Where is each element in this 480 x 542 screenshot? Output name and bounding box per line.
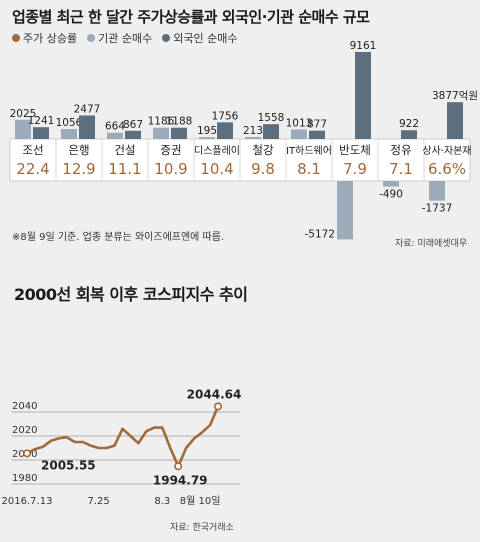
legend-label: 주가 상승률 <box>23 32 78 45</box>
bar-foreign <box>125 130 141 139</box>
category-label: 디스플레이 <box>194 145 240 157</box>
rate-label: 6.6% <box>428 160 466 178</box>
x-tick-label: 2016.7.13 <box>2 496 53 507</box>
bar-inst <box>61 128 77 139</box>
rate-label: 10.9 <box>154 160 187 178</box>
legend-item-rate: 주가 상승률 <box>12 30 77 46</box>
category-label: 상사·자본재 <box>422 145 471 157</box>
kospi-line <box>26 405 220 468</box>
bar-value-label: 1558 <box>258 112 285 124</box>
bar-inst <box>15 119 31 139</box>
rate-label: 7.9 <box>343 160 367 178</box>
rate-label: 7.1 <box>389 160 413 178</box>
legend-label: 기관 순매수 <box>98 32 153 45</box>
y-tick-label: 1980 <box>12 473 37 484</box>
bar-value-label: 195 <box>197 125 217 137</box>
bar-inst <box>337 181 353 240</box>
bar-value-label: 1186 <box>148 116 175 128</box>
category-label: 정유 <box>390 143 411 157</box>
bar-value-label: 867 <box>123 119 143 131</box>
bar-foreign <box>309 130 325 139</box>
rate-label: 11.1 <box>108 160 141 178</box>
legend-swatch <box>12 34 20 42</box>
chart2-source: 자료: 한국거래소 <box>170 523 234 533</box>
data-point-marker <box>174 462 183 471</box>
legend-swatch <box>162 34 171 42</box>
rate-label: 22.4 <box>16 160 49 178</box>
bar-value-label: 1188 <box>166 116 193 128</box>
bar-foreign <box>355 51 371 139</box>
chart1-title: 업종별 최근 한 달간 주가상승률과 외국인·기관 순매수 규모 <box>12 8 370 26</box>
bar-inst <box>153 127 169 139</box>
legend-item-foreign: 외국인 순매수 <box>162 30 237 46</box>
bar-foreign <box>447 102 463 139</box>
bar-value-label: 1756 <box>212 110 239 122</box>
bar-inst <box>429 181 445 201</box>
chart1-note: ※8월 9일 기준. 업종 분류는 와이즈에프엔에 따름. <box>12 232 225 243</box>
category-label: 건설 <box>114 143 135 157</box>
bar-foreign <box>171 127 187 139</box>
data-point-marker <box>22 449 31 458</box>
category-label: IT하드웨어 <box>286 144 332 157</box>
bar-value-label: 213 <box>243 125 263 137</box>
bar-value-label: 1056 <box>56 117 83 129</box>
bar-foreign <box>401 130 417 139</box>
bar-inst <box>199 137 215 139</box>
x-tick-label: 8월 10일 <box>180 495 221 507</box>
rate-label: 9.8 <box>251 160 275 178</box>
legend-swatch <box>87 34 96 42</box>
bar-value-label: -5172 <box>304 228 335 240</box>
category-label: 증권 <box>160 143 181 157</box>
bar-value-label: 1013 <box>286 117 313 129</box>
annotation-label: 1994.79 <box>153 473 208 487</box>
bar-inst <box>383 181 399 187</box>
bar-value-label: 9161 <box>350 40 377 52</box>
category-label: 반도체 <box>339 143 371 157</box>
bar-value-label: 3877억원 <box>432 90 478 102</box>
rate-label: 12.9 <box>62 160 95 178</box>
bar-foreign <box>33 127 49 139</box>
bar-value-label: -490 <box>379 189 403 201</box>
x-tick-label: 7.25 <box>87 496 109 507</box>
bar-inst <box>245 136 261 139</box>
annotation-label: 2005.55 <box>41 458 96 472</box>
chart2-title: 2000선 회복 이후 코스피지수 추이 <box>14 285 248 304</box>
bar-value-label: 1241 <box>28 115 55 127</box>
legend-label: 외국인 순매수 <box>173 32 238 45</box>
bar-foreign <box>79 115 95 139</box>
bar-inst <box>107 132 123 139</box>
data-point-marker <box>214 402 223 411</box>
annotation-label: 2044.64 <box>187 387 242 401</box>
legend-item-inst: 기관 순매수 <box>87 30 152 46</box>
x-tick-label: 8.3 <box>154 496 170 507</box>
bar-value-label: 2025 <box>10 108 37 120</box>
rate-label: 10.4 <box>200 160 233 178</box>
bar-value-label: 664 <box>105 121 125 133</box>
bar-inst <box>291 129 307 139</box>
bar-foreign <box>217 122 233 139</box>
bar-value-label: 877 <box>307 119 327 131</box>
bar-value-label: 2477 <box>74 103 101 115</box>
y-tick-label: 2020 <box>12 425 37 436</box>
bar-foreign <box>263 124 279 139</box>
bar-value-label: 922 <box>399 118 419 130</box>
category-label: 철강 <box>252 143 274 157</box>
chart1-source: 자료: 미래에셋대우 <box>395 239 468 249</box>
category-label: 은행 <box>68 143 89 157</box>
category-label: 조선 <box>22 143 43 157</box>
bar-value-label: -1737 <box>422 203 453 215</box>
y-tick-label: 2040 <box>12 401 37 412</box>
chart1-legend: 주가 상승률 기관 순매수 외국인 순매수 <box>12 30 237 46</box>
rate-label: 8.1 <box>297 160 321 178</box>
